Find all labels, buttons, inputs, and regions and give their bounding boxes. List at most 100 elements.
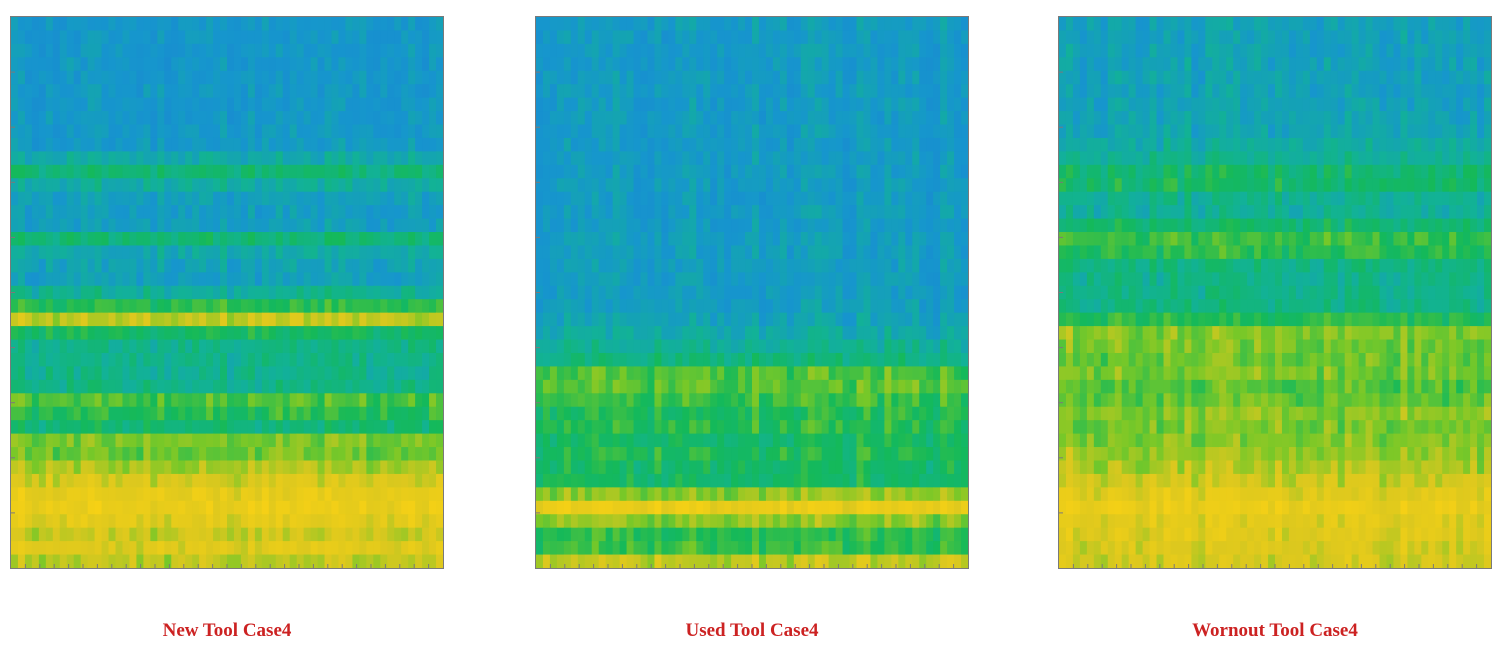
heatmap-cell <box>359 514 367 529</box>
heatmap-cell <box>310 111 319 126</box>
heatmap-cell <box>772 111 781 126</box>
heatmap-cell <box>758 258 767 273</box>
heatmap-cell <box>612 30 621 45</box>
heatmap-cell <box>296 393 305 408</box>
heatmap-cell <box>696 326 704 341</box>
heatmap-cell <box>296 379 305 394</box>
heatmap-cell <box>856 191 865 206</box>
heatmap-cell <box>640 205 649 220</box>
heatmap-cell <box>233 30 242 45</box>
heatmap-cell <box>863 57 872 72</box>
heatmap-cell <box>289 218 298 233</box>
heatmap-cell <box>66 406 75 421</box>
heatmap-cell <box>31 137 40 152</box>
heatmap-cell <box>682 111 690 126</box>
heatmap-cell <box>129 326 138 341</box>
heatmap-cell <box>940 366 948 381</box>
heatmap-cell <box>703 326 711 341</box>
heatmap-cell <box>905 272 913 287</box>
heatmap-cell <box>115 178 124 193</box>
heatmap-cell <box>814 151 823 166</box>
heatmap-cell <box>786 326 795 341</box>
heatmap-cell <box>213 514 221 529</box>
heatmap-cell <box>661 218 669 233</box>
heatmap-cell <box>612 70 621 85</box>
heatmap-cell <box>577 218 586 233</box>
heatmap-cell <box>436 514 443 529</box>
heatmap-cell <box>199 57 207 72</box>
heatmap-cell <box>696 500 704 515</box>
heatmap-cell <box>905 57 913 72</box>
heatmap-cell <box>954 111 962 126</box>
heatmap-cell <box>612 57 621 72</box>
heatmap-cell <box>408 137 416 152</box>
heatmap-cell <box>401 57 409 72</box>
heatmap-cell <box>247 151 256 166</box>
heatmap-cell <box>87 366 96 381</box>
heatmap-cell <box>429 84 437 99</box>
heatmap-cell <box>926 151 934 166</box>
heatmap-cell <box>240 299 249 314</box>
heatmap-cell <box>213 30 221 45</box>
heatmap-cell <box>227 272 235 287</box>
heatmap-cell <box>24 406 33 421</box>
heatmap-cell <box>689 339 697 354</box>
heatmap-cell <box>122 205 131 220</box>
heatmap-cell <box>220 379 228 394</box>
heatmap-cell <box>303 447 312 462</box>
heatmap-cell <box>31 84 40 99</box>
heatmap-cell <box>745 473 753 488</box>
heatmap-cell <box>157 30 165 45</box>
heatmap-cell <box>793 352 802 368</box>
heatmap-cell <box>254 285 263 300</box>
heatmap-cell <box>73 232 82 247</box>
heatmap-cell <box>745 151 753 166</box>
heatmap-cell <box>856 447 865 462</box>
heatmap-cell <box>640 218 649 233</box>
heatmap-cell <box>584 178 593 193</box>
heatmap-cell <box>387 527 395 542</box>
heatmap-cell <box>331 433 340 448</box>
heatmap-cell <box>668 218 676 233</box>
heatmap-cell <box>387 285 395 300</box>
heatmap-cell <box>220 70 228 85</box>
heatmap-cell <box>856 326 865 341</box>
heatmap-cell <box>429 205 437 220</box>
heatmap-cell <box>919 164 927 179</box>
heatmap-cell <box>926 352 934 368</box>
heatmap-cell <box>324 420 333 435</box>
heatmap-cell <box>849 43 858 58</box>
heatmap-cell <box>192 326 200 341</box>
heatmap-cell <box>633 111 642 126</box>
heatmap-cell <box>247 406 256 421</box>
heatmap-cell <box>654 420 663 435</box>
heatmap-cell <box>919 272 927 287</box>
heatmap-cell <box>185 406 193 421</box>
heatmap-cell <box>52 352 61 368</box>
heatmap-cell <box>436 178 443 193</box>
heatmap-cell <box>143 379 151 394</box>
heatmap-cell <box>919 30 927 45</box>
heatmap-cell <box>940 272 948 287</box>
heatmap-cell <box>366 433 374 448</box>
heatmap-cell <box>598 299 607 314</box>
heatmap-cell <box>387 366 395 381</box>
heatmap-cell <box>275 433 284 448</box>
heatmap-cell <box>150 447 158 462</box>
heatmap-cell <box>317 379 326 394</box>
heatmap-cell <box>738 151 746 166</box>
heatmap-cell <box>310 97 319 112</box>
heatmap-cell <box>289 43 298 58</box>
heatmap-cell <box>178 137 186 152</box>
heatmap-cell <box>171 379 179 394</box>
heatmap-cell <box>577 178 586 193</box>
heatmap-cell <box>171 84 179 99</box>
heatmap-cell <box>856 487 865 502</box>
heatmap-cell <box>863 191 872 206</box>
heatmap-cell <box>849 393 858 408</box>
heatmap-cell <box>877 500 885 515</box>
heatmap-cell <box>800 447 809 462</box>
heatmap-cell <box>598 124 607 139</box>
heatmap-cell <box>227 352 235 368</box>
heatmap-cell <box>745 312 753 327</box>
